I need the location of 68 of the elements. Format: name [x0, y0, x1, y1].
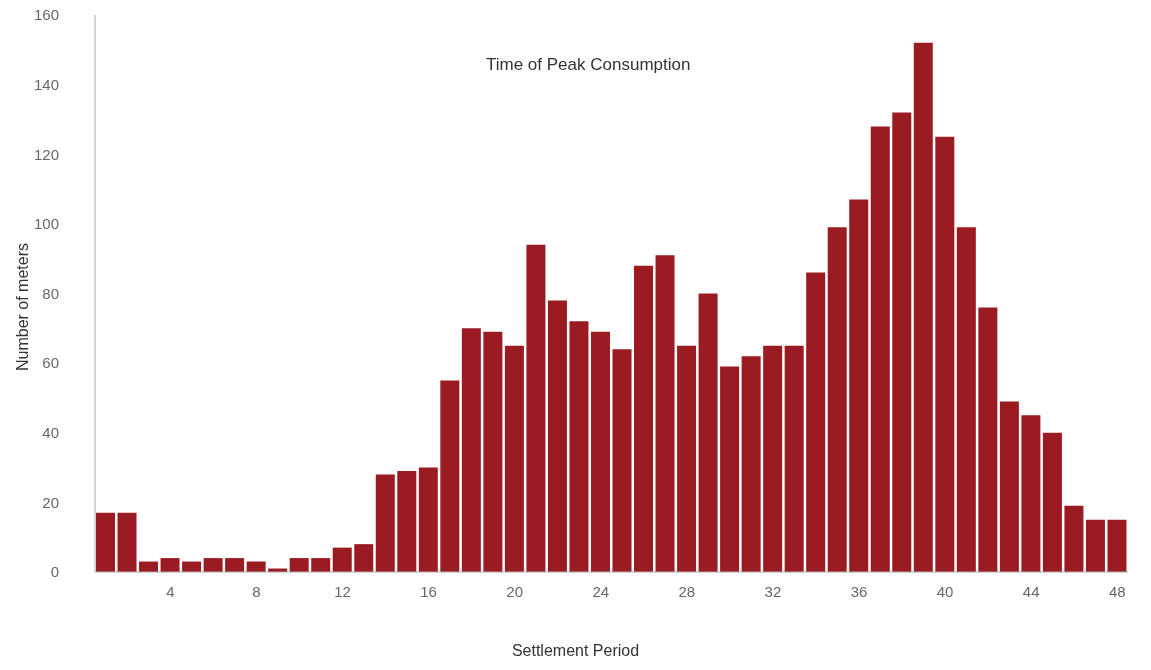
- bar: [999, 401, 1019, 572]
- x-tick-label: 16: [420, 582, 437, 600]
- bar: [806, 272, 826, 572]
- bar: [332, 547, 352, 572]
- x-tick-label: 20: [506, 582, 523, 600]
- bar: [827, 227, 847, 572]
- x-tick-label: 44: [1022, 582, 1040, 600]
- x-tick-label: 32: [764, 582, 782, 600]
- bar: [354, 544, 374, 572]
- y-tick-label: 160: [33, 6, 59, 24]
- y-tick-label: 100: [33, 215, 59, 233]
- bar: [504, 345, 524, 572]
- bar: [461, 328, 481, 572]
- bar: [634, 265, 654, 572]
- bar: [526, 244, 546, 572]
- y-tick-label: 20: [42, 493, 59, 511]
- bar: [978, 307, 998, 572]
- y-tick-label: 0: [50, 563, 59, 581]
- bar: [440, 380, 460, 572]
- x-tick-label: 12: [334, 582, 351, 600]
- bar: [311, 558, 331, 572]
- bar: [483, 331, 503, 572]
- text: Time of Peak Consumption: [486, 55, 691, 75]
- bar: [612, 349, 632, 572]
- x-tick-label: 36: [850, 582, 868, 600]
- bar: [547, 300, 567, 572]
- bar: [956, 227, 976, 572]
- x-tick-label: 24: [592, 582, 610, 600]
- bar: [375, 474, 395, 572]
- bar: [741, 356, 761, 572]
- bar: [569, 321, 589, 572]
- bar: [720, 366, 740, 572]
- bar: [96, 512, 115, 572]
- y-tick-label: 80: [42, 284, 59, 302]
- x-tick-label: 8: [252, 582, 261, 600]
- bar: [698, 293, 718, 572]
- x-axis-title: Settlement Period: [510, 642, 641, 660]
- bar: [784, 345, 804, 572]
- x-tick-label: 40: [936, 582, 954, 600]
- y-tick-label: 120: [33, 145, 59, 163]
- bar: [935, 136, 955, 572]
- x-tick-label: 4: [166, 582, 175, 600]
- bar: [418, 467, 438, 572]
- bar: [870, 126, 890, 572]
- bar: [160, 558, 180, 572]
- bar: [1107, 519, 1127, 572]
- bar: [590, 331, 610, 572]
- bar: [289, 558, 309, 572]
- bar: [1021, 415, 1041, 572]
- y-tick-label: 60: [42, 354, 59, 372]
- bar: [849, 199, 869, 572]
- bar: [655, 255, 675, 572]
- bar: [677, 345, 697, 572]
- bar: [203, 558, 223, 572]
- y-tick-label: 40: [42, 424, 59, 442]
- bar: [117, 512, 137, 572]
- bar: [1064, 505, 1084, 572]
- x-tick-label: 28: [678, 582, 696, 600]
- bar: [397, 471, 417, 572]
- bar: [913, 42, 933, 572]
- bar: [763, 345, 783, 572]
- y-tick-label: 140: [33, 75, 59, 93]
- y-axis-title: Number of meters: [14, 242, 32, 374]
- bar: [225, 558, 245, 572]
- x-tick-label: 48: [1108, 582, 1126, 600]
- bar: [1042, 432, 1062, 572]
- bar: [1085, 519, 1105, 572]
- bar: [892, 112, 912, 572]
